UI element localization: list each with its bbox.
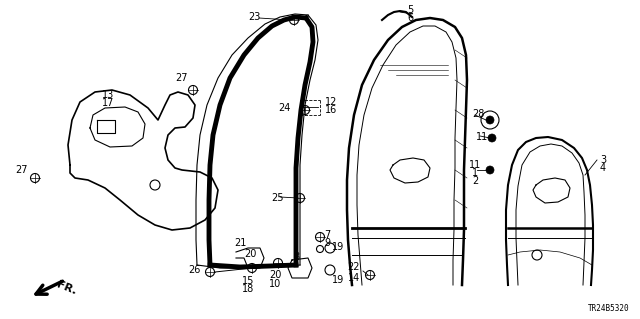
Circle shape: [488, 134, 496, 142]
Text: 9: 9: [324, 238, 330, 248]
Text: 22: 22: [348, 262, 360, 272]
Text: 20: 20: [244, 249, 256, 259]
Text: TR24B5320: TR24B5320: [588, 304, 630, 313]
Text: 15: 15: [242, 276, 254, 286]
Text: 11: 11: [469, 160, 481, 170]
Text: 27: 27: [16, 165, 28, 175]
Text: 28: 28: [472, 109, 484, 119]
Text: 16: 16: [325, 105, 337, 115]
Text: 3: 3: [600, 155, 606, 165]
Text: 1: 1: [472, 168, 478, 178]
Text: 4: 4: [600, 163, 606, 173]
Text: 19: 19: [332, 242, 344, 252]
Text: 20: 20: [269, 270, 281, 280]
Text: 14: 14: [348, 273, 360, 283]
Text: FR.: FR.: [55, 279, 77, 296]
Text: 7: 7: [324, 230, 330, 240]
Circle shape: [486, 166, 494, 174]
Text: 13: 13: [102, 90, 114, 100]
Text: 27: 27: [175, 73, 188, 83]
Text: 24: 24: [278, 103, 290, 113]
Text: 25: 25: [272, 193, 284, 203]
Text: 12: 12: [325, 97, 337, 107]
Text: 2: 2: [472, 176, 478, 186]
Text: 8: 8: [293, 252, 299, 262]
Text: 5: 5: [407, 5, 413, 15]
Text: 6: 6: [407, 13, 413, 23]
Text: 23: 23: [248, 12, 260, 22]
Text: 21: 21: [234, 238, 246, 248]
Circle shape: [486, 116, 494, 124]
Text: 11: 11: [476, 132, 488, 142]
Text: 17: 17: [102, 98, 114, 108]
Text: 10: 10: [269, 279, 281, 289]
Text: 18: 18: [242, 284, 254, 294]
Text: 19: 19: [332, 275, 344, 285]
Text: 26: 26: [188, 265, 200, 275]
